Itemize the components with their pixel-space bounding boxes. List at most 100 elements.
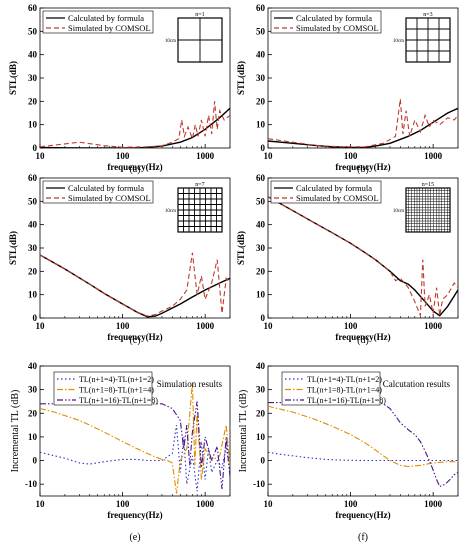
x-tick-label: 100 bbox=[116, 321, 130, 331]
panel-label: (b) bbox=[357, 164, 369, 175]
annotation-text: Calcutation results bbox=[383, 379, 451, 389]
panel-label: (c) bbox=[129, 335, 140, 346]
y-tick-label: -10 bbox=[253, 479, 265, 489]
series-line-1 bbox=[268, 451, 458, 462]
y-tick-label: 60 bbox=[256, 3, 266, 13]
y-tick-label: 10 bbox=[28, 290, 38, 300]
legend-entry: Calculated by formula bbox=[296, 13, 372, 23]
inset-side-label: 10cm bbox=[393, 39, 404, 44]
x-axis-label: frequency(Hz) bbox=[107, 510, 162, 520]
series-line-2 bbox=[268, 196, 458, 316]
legend-entry: Simulated by COMSOL bbox=[68, 193, 151, 203]
y-tick-label: 50 bbox=[256, 26, 266, 36]
y-tick-label: 0 bbox=[261, 143, 266, 153]
inset-n-label: n=1 bbox=[195, 12, 204, 18]
legend-entry: Calculated by formula bbox=[68, 13, 144, 23]
y-tick-label: 0 bbox=[33, 313, 38, 323]
legend-entry: Calculated by formula bbox=[296, 183, 372, 193]
y-axis-label: Incremental TL (dB) bbox=[238, 390, 249, 473]
x-tick-label: 10 bbox=[36, 321, 46, 331]
x-axis-label: frequency(Hz) bbox=[335, 162, 390, 172]
legend-box bbox=[42, 10, 154, 34]
x-tick-label: 100 bbox=[116, 499, 130, 509]
inset-n-label: n=3 bbox=[423, 12, 432, 18]
y-tick-label: 50 bbox=[28, 196, 38, 206]
x-tick-label: 100 bbox=[116, 151, 130, 161]
y-tick-label: 20 bbox=[28, 96, 38, 106]
series-line-2 bbox=[40, 252, 230, 317]
chart-panel-e: 10 100 1000 -10 0 10 20 30 40 frequency(Hz) Increm… bbox=[10, 361, 231, 543]
series-line-2 bbox=[268, 405, 458, 468]
y-tick-label: 40 bbox=[28, 361, 38, 371]
inset-side-label: 10cm bbox=[165, 39, 176, 44]
y-tick-label: 20 bbox=[256, 408, 266, 418]
plot-frame bbox=[267, 365, 459, 497]
y-tick-label: 10 bbox=[256, 290, 266, 300]
inset-side-label: 10cm bbox=[393, 209, 404, 214]
x-tick-label: 10 bbox=[264, 321, 274, 331]
y-tick-label: -10 bbox=[25, 479, 37, 489]
plot-frame bbox=[39, 365, 231, 497]
x-tick-label: 10 bbox=[36, 499, 46, 509]
chart-panel-d: 10 100 10000102030405060frequency(Hz)STL(d… bbox=[236, 173, 459, 346]
y-tick-label: 40 bbox=[256, 50, 266, 60]
y-tick-label: 50 bbox=[256, 196, 266, 206]
y-tick-label: 30 bbox=[28, 73, 38, 83]
x-tick-label: 100 bbox=[344, 499, 358, 509]
y-tick-label: 30 bbox=[28, 385, 38, 395]
y-tick-label: 30 bbox=[256, 385, 266, 395]
legend-entry: TL(n+1=4)-TL(n+1=2) bbox=[79, 375, 154, 384]
x-tick-label: 1000 bbox=[196, 151, 215, 161]
legend-entry: TL(n+1=8)-TL(n+1=4) bbox=[79, 386, 154, 395]
y-axis-label: STL(dB) bbox=[8, 231, 18, 265]
y-tick-label: 20 bbox=[28, 408, 38, 418]
x-tick-label: 100 bbox=[344, 321, 358, 331]
legend-entry: Calculated by formula bbox=[68, 183, 144, 193]
inset-n-label: n=7 bbox=[195, 182, 204, 188]
y-axis-label: STL(dB) bbox=[236, 61, 246, 95]
x-tick-label: 10 bbox=[36, 151, 46, 161]
legend-box bbox=[281, 371, 381, 406]
panel-label: (d) bbox=[357, 335, 369, 346]
y-axis-label: STL(dB) bbox=[8, 61, 18, 95]
inset-n-label: n=15 bbox=[422, 182, 434, 188]
legend-box bbox=[53, 371, 153, 406]
panel-label: (e) bbox=[129, 532, 140, 543]
y-axis-label: STL(dB) bbox=[236, 231, 246, 265]
x-tick-label: 1000 bbox=[424, 151, 443, 161]
series-line-2 bbox=[268, 98, 458, 148]
y-tick-label: 50 bbox=[28, 26, 38, 36]
y-tick-label: 40 bbox=[28, 50, 38, 60]
y-tick-label: 40 bbox=[256, 361, 266, 371]
x-tick-label: 100 bbox=[344, 151, 358, 161]
chart-panel-a: 10 100 10000102030405060frequency(Hz)STL(d… bbox=[8, 3, 231, 175]
legend-box bbox=[270, 180, 382, 204]
y-tick-label: 60 bbox=[256, 173, 266, 183]
x-axis-label: frequency(Hz) bbox=[335, 510, 390, 520]
legend-entry: Simulated by COMSOL bbox=[296, 23, 379, 33]
legend-box bbox=[42, 180, 154, 204]
inset-side-label: 10cm bbox=[165, 209, 176, 214]
legend-box bbox=[270, 10, 382, 34]
y-tick-label: 10 bbox=[256, 120, 266, 130]
legend-entry: Simulated by COMSOL bbox=[296, 193, 379, 203]
legend-entry: Simulated by COMSOL bbox=[68, 23, 151, 33]
chart-panel-f: 10 100 1000 -10 0 10 20 30 40 frequency(Hz) Increm… bbox=[238, 361, 459, 543]
y-tick-label: 0 bbox=[261, 313, 266, 323]
x-tick-label: 1000 bbox=[196, 321, 215, 331]
series-line-1 bbox=[268, 107, 458, 148]
series-line-1 bbox=[40, 254, 230, 318]
x-tick-label: 1000 bbox=[196, 499, 215, 509]
series-line-1 bbox=[40, 425, 230, 492]
series-line-3 bbox=[268, 402, 458, 488]
y-tick-label: 30 bbox=[28, 243, 38, 253]
y-tick-label: 10 bbox=[28, 120, 38, 130]
x-tick-label: 10 bbox=[264, 151, 274, 161]
chart-panel-b: 10 100 10000102030405060frequency(Hz)STL(d… bbox=[236, 3, 459, 175]
legend-entry: TL(n+1=4)-TL(n+1=2) bbox=[307, 375, 382, 384]
x-axis-label: frequency(Hz) bbox=[107, 332, 162, 342]
y-tick-label: 0 bbox=[261, 456, 266, 466]
y-tick-label: 20 bbox=[28, 266, 38, 276]
y-tick-label: 0 bbox=[33, 143, 38, 153]
